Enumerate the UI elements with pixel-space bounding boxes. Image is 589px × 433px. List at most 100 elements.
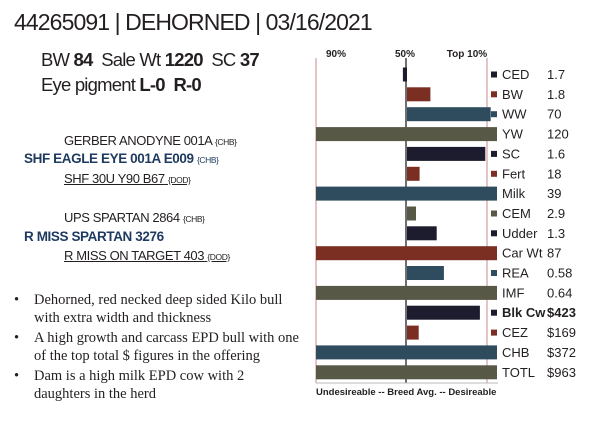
bullet-icon: •: [14, 330, 20, 346]
legend-square-icon: [491, 230, 497, 237]
eye-pigment-line: Eye pigment L-0 R-0: [41, 74, 202, 96]
pedigree-name: R MISS ON TARGET 403: [64, 248, 205, 263]
note-text: Dam is a high milk EPD cow with 2 daught…: [34, 368, 245, 402]
pedigree-sire: SHF EAGLE EYE 001A E009 {CHB}: [24, 151, 219, 166]
pedigree-name: SHF EAGLE EYE 001A E009: [24, 151, 194, 166]
pedigree-tag: {CHB}: [196, 155, 219, 165]
eye-pigment-right: R-0: [173, 74, 201, 95]
epd-value-label: $423: [547, 305, 576, 320]
epd-bar: [407, 166, 420, 181]
bw-label: BW: [41, 49, 70, 70]
epd-bar: [316, 186, 497, 201]
note-item: • A high growth and carcass EPD bull with…: [14, 329, 299, 365]
pedigree-sire-sire: GERBER ANODYNE 001A {CHB}: [64, 133, 237, 148]
epd-value-label: 1.6: [547, 146, 565, 161]
pedigree-sire-dam: SHF 30U Y90 B67 {DOD}: [64, 171, 191, 186]
epd-value-label: 70: [547, 107, 561, 122]
weight-stats-line: BW 84 Sale Wt 1220 SC 37: [41, 49, 260, 71]
pedigree-name: UPS SPARTAN 2864: [64, 210, 180, 225]
epd-value-label: 39: [547, 186, 561, 201]
epd-bar: [407, 266, 444, 280]
pedigree-dam-sire: UPS SPARTAN 2864 {CHB}: [64, 210, 205, 225]
epd-bar: [402, 67, 407, 82]
legend-square-icon: [491, 309, 497, 316]
sale-weight-label: Sale Wt: [101, 49, 161, 70]
epd-bar: [316, 285, 497, 300]
legend-square-icon: [491, 210, 497, 217]
epd-bar: [316, 365, 497, 380]
legend-square-icon: [491, 91, 497, 98]
sc-label: SC: [211, 49, 236, 70]
note-text: Dehorned, red necked deep sided Kilo bul…: [34, 292, 283, 326]
epd-bar: [407, 87, 431, 102]
epd-trait-label: REA: [502, 266, 529, 281]
pedigree-dam: R MISS SPARTAN 3276: [24, 229, 164, 244]
sale-lot-header: 44265091 | DEHORNED | 03/16/2021: [14, 9, 373, 36]
top-axis-label: Top 10%: [447, 49, 487, 60]
epd-value-label: 1.8: [547, 87, 565, 102]
epd-trait-label: BW: [502, 87, 524, 102]
epd-value-label: 0.64: [547, 285, 572, 300]
legend-square-icon: [491, 170, 497, 177]
epd-trait-label: CEZ: [502, 325, 528, 340]
epd-value-label: $963: [547, 365, 576, 380]
legend-square-icon: [491, 250, 497, 257]
epd-value-label: 87: [547, 246, 561, 261]
epd-trait-label: CHB: [502, 345, 529, 360]
epd-value-label: 2.9: [547, 206, 565, 221]
header-title: 44265091 | DEHORNED | 03/16/2021: [14, 9, 373, 35]
epd-value-label: 1.3: [547, 226, 565, 241]
epd-trait-label: IMF: [502, 285, 524, 300]
epd-bar: [407, 305, 480, 320]
eye-pigment-label: Eye pigment: [41, 74, 136, 95]
pedigree-name: GERBER ANODYNE 001A: [64, 133, 212, 148]
legend-square-icon: [491, 111, 497, 118]
eye-pigment-left: L-0: [139, 74, 165, 95]
pedigree-tag: {CHB}: [182, 214, 205, 224]
epd-trait-label: SC: [502, 146, 520, 161]
pedigree-tag: {DOD}: [167, 175, 191, 185]
top-axis-label: 90%: [326, 49, 346, 60]
legend-square-icon: [491, 150, 497, 157]
epd-bar: [316, 246, 497, 261]
epd-trait-label: Milk: [502, 186, 526, 201]
note-text: A high growth and carcass EPD bull with …: [34, 330, 299, 364]
epd-trait-label: Fert: [502, 166, 526, 181]
epd-trait-label: CEM: [502, 206, 531, 221]
legend-square-icon: [491, 71, 497, 78]
lot-notes-list: • Dehorned, red necked deep sided Kilo bu…: [14, 291, 299, 405]
pedigree-name: R MISS SPARTAN 3276: [24, 229, 164, 244]
epd-value-label: 120: [547, 127, 569, 142]
epd-value-label: 0.58: [547, 266, 572, 281]
bottom-axis-label: Undesireable -- Breed Avg. -- Desireable: [316, 387, 496, 398]
note-item: • Dehorned, red necked deep sided Kilo bu…: [14, 291, 299, 327]
epd-value-label: $169: [547, 325, 576, 340]
legend-square-icon: [491, 190, 497, 197]
pedigree-tag: {DOD}: [207, 252, 230, 262]
bullet-icon: •: [14, 368, 20, 384]
epd-trait-label: WW: [502, 107, 527, 122]
pedigree-dam-dam: R MISS ON TARGET 403 {DOD}: [64, 248, 230, 263]
epd-bar: [407, 226, 437, 241]
epd-bar: [407, 146, 486, 161]
bw-value: 84: [73, 49, 94, 70]
sc-value: 37: [239, 49, 260, 70]
epd-trait-label: YW: [502, 127, 524, 142]
epd-trait-label: Blk Cw: [502, 305, 546, 320]
epd-bar: [407, 325, 419, 340]
epd-trait-label: Udder: [502, 226, 538, 241]
epd-trait-label: Car Wt: [502, 246, 543, 261]
legend-square-icon: [491, 289, 497, 296]
epd-bar: [407, 107, 491, 122]
legend-square-icon: [491, 369, 497, 376]
legend-square-icon: [491, 349, 497, 356]
epd-bar: [316, 345, 497, 360]
epd-value-label: 1.7: [547, 67, 565, 82]
bullet-icon: •: [14, 292, 20, 308]
epd-bar: [316, 127, 497, 142]
pedigree-tag: {CHB}: [214, 137, 237, 147]
epd-bar: [407, 206, 416, 221]
epd-value-label: 18: [547, 166, 561, 181]
legend-square-icon: [491, 329, 497, 336]
